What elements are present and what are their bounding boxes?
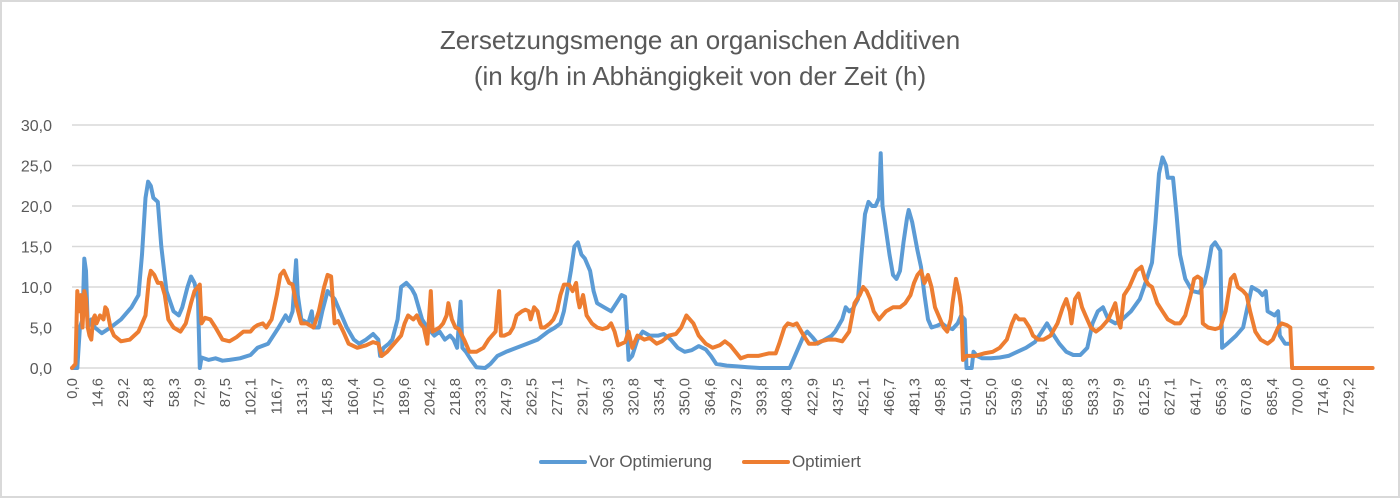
x-tick-label: 393,8: [753, 378, 770, 416]
x-tick-label: 554,2: [1034, 378, 1051, 416]
x-tick-label: 43,8: [141, 378, 158, 407]
series-line-vor-optimierung: [70, 151, 1293, 370]
x-tick-label: 612,5: [1136, 378, 1153, 416]
x-tick-label: 379,2: [728, 378, 745, 416]
chart-subtitle: (in kg/h in Abhängigkeit von der Zeit (h…: [473, 61, 927, 91]
x-tick-label: 437,5: [830, 378, 847, 416]
x-tick-label: 102,1: [243, 378, 260, 416]
legend-swatch-orange: [741, 460, 790, 464]
y-tick-label: 30,0: [21, 118, 52, 135]
legend-label: Vor Optimierung: [589, 452, 712, 471]
x-tick-label: 72,9: [192, 378, 209, 407]
x-tick-label: 422,9: [804, 378, 821, 416]
legend: Vor Optimierung Optimiert: [0, 452, 1400, 472]
x-tick-label: 29,2: [115, 378, 132, 407]
series-line-optimiert: [70, 264, 1375, 370]
y-tick-label: 25,0: [21, 159, 52, 176]
x-tick-label: 175,0: [370, 378, 387, 416]
x-tick-label: 14,6: [90, 378, 107, 407]
x-tick-label: 335,4: [651, 378, 668, 416]
y-axis-tick-labels: 0,0 5,0 10,0 15,0 20,0 25,0 30,0: [21, 118, 52, 378]
x-tick-label: 495,8: [932, 378, 949, 416]
x-tick-label: 247,9: [498, 378, 515, 416]
x-tick-label: 685,4: [1264, 378, 1281, 416]
x-tick-label: 364,6: [702, 378, 719, 416]
x-tick-label: 466,7: [881, 378, 898, 416]
x-tick-label: 481,3: [907, 378, 924, 416]
x-tick-label: 350,0: [677, 378, 694, 416]
x-tick-label: 641,7: [1187, 378, 1204, 416]
x-tick-label: 525,0: [983, 378, 1000, 416]
x-tick-label: 320,8: [626, 378, 643, 416]
x-tick-label: 291,7: [575, 378, 592, 416]
x-tick-label: 714,6: [1315, 378, 1332, 416]
x-tick-label: 568,8: [1060, 378, 1077, 416]
x-tick-label: 189,6: [396, 378, 413, 416]
x-tick-label: 539,6: [1009, 378, 1026, 416]
x-tick-label: 583,3: [1085, 378, 1102, 416]
x-tick-label: 700,0: [1289, 378, 1306, 416]
series-lines: [70, 151, 1375, 370]
x-tick-label: 670,8: [1238, 378, 1255, 416]
x-tick-label: 204,2: [421, 378, 438, 416]
chart-title: Zersetzungsmenge an organischen Additive…: [439, 25, 961, 55]
y-tick-label: 15,0: [21, 240, 52, 257]
x-tick-label: 0,0: [64, 378, 81, 399]
x-tick-label: 116,7: [268, 378, 285, 414]
x-axis-tick-labels: 0,0 14,6 29,2 43,8 58,3 72,9 87,5 102,1 116,7 131…: [64, 378, 1357, 416]
x-tick-label: 131,3: [294, 378, 311, 416]
y-tick-label: 5,0: [30, 321, 52, 338]
x-tick-label: 58,3: [166, 378, 183, 407]
x-tick-label: 510,4: [957, 378, 974, 416]
y-tick-label: 20,0: [21, 199, 52, 216]
legend-item-optimiert: Optimiert: [741, 452, 861, 472]
x-tick-label: 408,3: [779, 378, 796, 416]
y-tick-label: 10,0: [21, 280, 52, 297]
legend-label: Optimiert: [791, 452, 861, 471]
x-tick-label: 87,5: [217, 378, 234, 407]
gridlines: [72, 124, 1374, 369]
x-tick-label: 306,3: [600, 378, 617, 416]
x-tick-label: 277,1: [549, 378, 566, 416]
x-tick-label: 145,8: [319, 378, 336, 416]
legend-swatch-blue: [539, 460, 588, 464]
x-tick-label: 233,3: [472, 378, 489, 416]
x-tick-label: 160,4: [345, 378, 362, 416]
x-tick-label: 262,5: [523, 378, 540, 416]
x-tick-label: 656,3: [1213, 378, 1230, 416]
legend-item-vor-optimierung: Vor Optimierung: [539, 452, 712, 472]
x-tick-label: 597,9: [1111, 378, 1128, 416]
x-tick-label: 452,1: [855, 378, 872, 416]
x-tick-label: 218,8: [447, 378, 464, 416]
x-tick-label: 627,1: [1162, 378, 1179, 416]
y-tick-label: 0,0: [30, 361, 52, 378]
x-tick-label: 729,2: [1340, 378, 1357, 416]
